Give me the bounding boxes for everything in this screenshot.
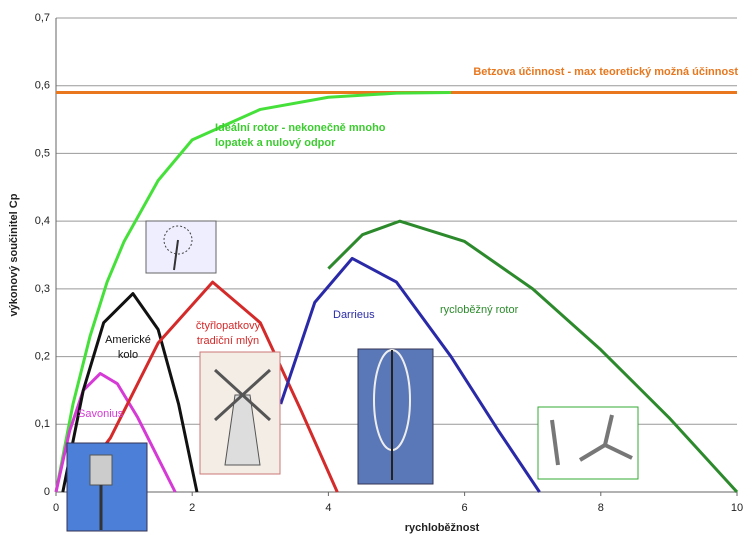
picture-windmill (199, 351, 281, 475)
annotation: čtyřlopatkový (196, 320, 261, 332)
x-tick-label: 10 (731, 502, 743, 514)
x-tick-label: 4 (325, 502, 331, 514)
picture-savonius (66, 442, 148, 532)
annotation: kolo (118, 349, 138, 361)
annotation: rycloběžný rotor (440, 304, 519, 316)
y-tick-label: 0,7 (35, 12, 50, 24)
annotation: tradiční mlýn (197, 335, 259, 347)
annotation: Ideální rotor - nekonečně mnoho (215, 122, 386, 134)
y-tick-label: 0,4 (35, 215, 50, 227)
x-tick-label: 0 (53, 502, 59, 514)
y-tick-label: 0 (44, 486, 50, 498)
annotation: Darrieus (333, 309, 375, 321)
series-line (54, 90, 451, 493)
y-axis-title: výkonový součinitel Cp (8, 193, 20, 316)
picture-darrieus (357, 348, 434, 485)
series-line (68, 280, 339, 493)
x-axis-title: rychloběžnost (405, 522, 480, 534)
y-tick-label: 0,1 (35, 418, 50, 430)
annotation: Americké (105, 334, 151, 346)
picture-american (145, 220, 217, 274)
series-line (61, 292, 199, 493)
series-line (327, 219, 739, 494)
pictures (66, 220, 639, 532)
x-tick-label: 2 (189, 502, 195, 514)
y-tick-label: 0,3 (35, 283, 50, 295)
annotation: lopatek a nulový odpor (215, 137, 336, 149)
y-tick-label: 0,2 (35, 350, 50, 362)
annotation: Savonius (78, 408, 124, 420)
y-tick-label: 0,5 (35, 147, 50, 159)
x-tick-label: 6 (462, 502, 468, 514)
series-line (54, 372, 177, 493)
x-tick-label: 8 (598, 502, 604, 514)
y-tick-label: 0,6 (35, 80, 50, 92)
annotation: Betzova účinnost - max teoretický možná … (473, 66, 738, 78)
series-line (279, 256, 541, 493)
picture-modern (537, 406, 639, 480)
